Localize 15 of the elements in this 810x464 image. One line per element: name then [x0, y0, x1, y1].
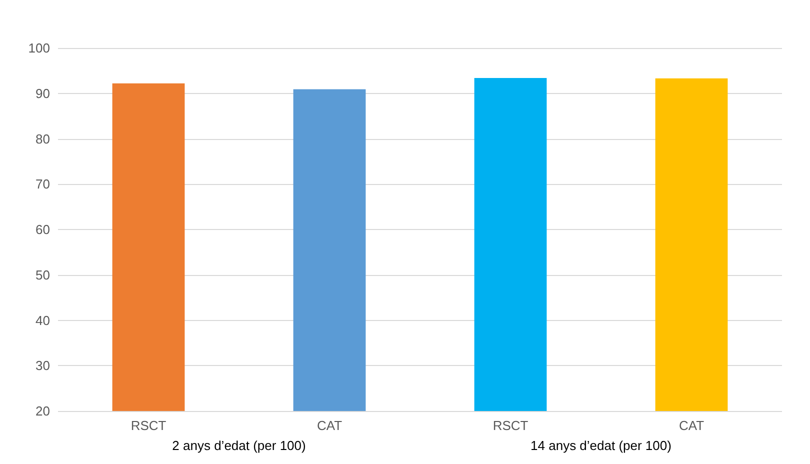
x-tick-label: RSCT [492, 418, 528, 433]
y-tick-label: 20 [36, 404, 50, 418]
text: 14 anys d’edat (per 100) [530, 438, 672, 453]
y-tick-label: 30 [36, 358, 50, 374]
y-tick-label: 50 [36, 267, 50, 282]
x-tick-label: CAT [678, 418, 704, 433]
y-tick-label: 60 [36, 222, 50, 237]
y-tick-label: 80 [36, 131, 50, 146]
x-tick-label: CAT [316, 418, 342, 433]
y-tick-label: 90 [36, 86, 50, 101]
text: 2 anys d’edat (per 100) [172, 438, 306, 453]
x-tick-label: RSCT [130, 418, 166, 433]
y-tick-label: 70 [36, 176, 50, 192]
y-tick-label: 100 [28, 40, 50, 56]
y-tick-label: 40 [36, 312, 50, 328]
